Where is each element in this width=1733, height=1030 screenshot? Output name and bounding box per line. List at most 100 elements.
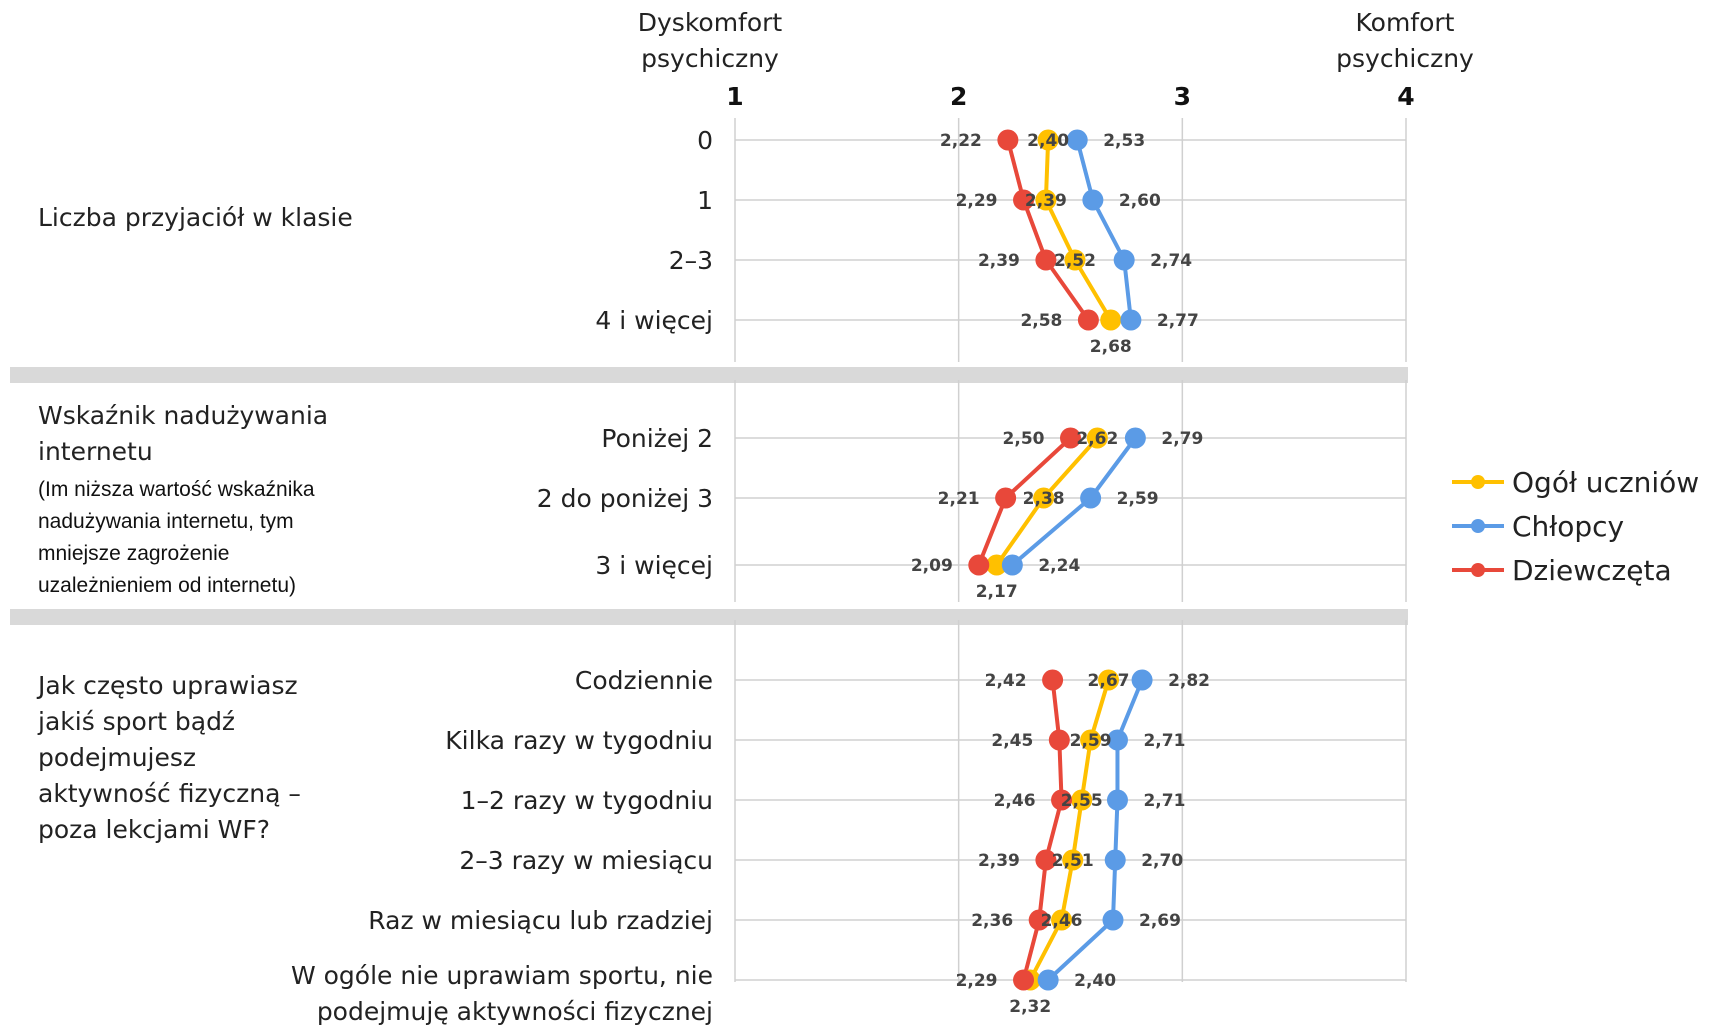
data-label: 2,52 xyxy=(1054,251,1096,271)
category-label: 1–2 razy w tygodniu xyxy=(460,786,713,815)
data-point xyxy=(1080,487,1102,509)
data-label: 2,09 xyxy=(911,556,953,576)
data-point xyxy=(1035,249,1057,271)
data-point xyxy=(995,487,1017,509)
group-label-internet: Wskaźnik nadużywania internetu xyxy=(38,401,329,466)
data-point xyxy=(1013,189,1035,211)
group-note-internet: (Im niższa wartość wskaźnika nadużywania… xyxy=(38,478,315,597)
data-point xyxy=(1080,729,1102,751)
category-label: Codziennie xyxy=(574,666,713,695)
x-tick-3: 3 xyxy=(1173,82,1192,111)
data-label: 2,60 xyxy=(1119,191,1161,211)
legend-label: Chłopcy xyxy=(1512,509,1625,543)
data-label: 2,46 xyxy=(994,791,1036,811)
data-point xyxy=(1124,427,1146,449)
data-label: 2,74 xyxy=(1150,251,1192,271)
data-label: 2,29 xyxy=(956,971,998,991)
data-label: 2,82 xyxy=(1168,671,1210,691)
category-label: 2–3 xyxy=(668,246,713,275)
data-label: 2,38 xyxy=(1023,489,1065,509)
group-separator xyxy=(10,367,1408,383)
legend-item: Chłopcy xyxy=(1450,504,1699,548)
legend: Ogół uczniów Chłopcy Dziewczęta xyxy=(1450,460,1699,592)
category-label: 2 do poniżej 3 xyxy=(536,484,713,513)
data-point xyxy=(1100,309,1122,331)
legend-item: Ogół uczniów xyxy=(1450,460,1699,504)
data-label: 2,51 xyxy=(1052,851,1094,871)
category-label: W ogóle nie uprawiam sportu, nie podejmu… xyxy=(290,961,713,1026)
data-label: 2,22 xyxy=(940,131,982,151)
data-label: 2,77 xyxy=(1157,311,1199,331)
data-label: 2,17 xyxy=(976,582,1018,602)
data-point xyxy=(997,129,1019,151)
data-point xyxy=(1086,427,1108,449)
data-point xyxy=(1048,729,1070,751)
data-point xyxy=(1033,487,1055,509)
data-label: 2,58 xyxy=(1020,311,1062,331)
data-label: 2,42 xyxy=(985,671,1027,691)
data-label: 2,68 xyxy=(1090,337,1132,357)
data-label: 2,40 xyxy=(1027,131,1069,151)
series-line xyxy=(1046,679,1144,982)
data-label: 2,59 xyxy=(1070,731,1112,751)
data-label: 2,79 xyxy=(1161,429,1203,449)
data-label: 2,21 xyxy=(938,489,980,509)
data-point xyxy=(1060,427,1081,449)
data-point xyxy=(1120,309,1142,331)
data-point xyxy=(1102,909,1124,931)
header-left: Dyskomfort psychiczny xyxy=(637,8,783,73)
series-line xyxy=(1005,139,1091,322)
data-label: 2,45 xyxy=(991,731,1033,751)
data-point xyxy=(1082,189,1104,211)
data-point xyxy=(1051,789,1073,811)
legend-marker-icon xyxy=(1452,475,1504,489)
group-separator xyxy=(10,609,1408,625)
data-label: 2,67 xyxy=(1088,671,1130,691)
data-point xyxy=(1077,309,1099,331)
data-point xyxy=(1028,909,1050,931)
data-point xyxy=(1071,789,1093,811)
data-label: 2,59 xyxy=(1117,489,1159,509)
data-point xyxy=(1131,669,1153,691)
category-label: 0 xyxy=(697,126,713,155)
data-point xyxy=(1037,969,1059,991)
data-point xyxy=(1001,554,1023,576)
data-point xyxy=(968,554,990,576)
data-label: 2,71 xyxy=(1143,731,1185,751)
category-label: Raz w miesiącu lub rzadziej xyxy=(368,906,713,935)
category-label: 4 i więcej xyxy=(595,306,713,335)
data-point xyxy=(1035,189,1057,211)
data-label: 2,62 xyxy=(1076,429,1118,449)
data-label: 2,36 xyxy=(971,911,1013,931)
category-label: Kilka razy w tygodniu xyxy=(445,726,713,755)
data-point xyxy=(1062,849,1084,871)
group-label-friends: Liczba przyjaciół w klasie xyxy=(38,203,353,232)
data-label: 2,39 xyxy=(1025,191,1067,211)
series-line xyxy=(1043,139,1113,322)
legend-item: Dziewczęta xyxy=(1450,548,1699,592)
data-label: 2,39 xyxy=(978,251,1020,271)
series-line xyxy=(1075,139,1133,321)
legend-marker-icon xyxy=(1452,563,1504,577)
data-label: 2,69 xyxy=(1139,911,1181,931)
data-label: 2,29 xyxy=(956,191,998,211)
legend-label: Ogół uczniów xyxy=(1512,465,1700,499)
category-label: Poniżej 2 xyxy=(601,424,713,453)
category-label: 1 xyxy=(697,186,713,215)
data-point xyxy=(1104,849,1126,871)
data-point xyxy=(1042,669,1064,691)
data-label: 2,46 xyxy=(1041,911,1083,931)
data-point xyxy=(1051,909,1073,931)
group-label-sport: Jak często uprawiasz jakiś sport bądź po… xyxy=(38,671,301,844)
data-label: 2,32 xyxy=(1009,997,1051,1017)
data-label: 2,70 xyxy=(1141,851,1183,871)
data-point xyxy=(1106,789,1128,811)
legend-label: Dziewczęta xyxy=(1512,553,1672,587)
data-point xyxy=(1013,969,1035,991)
data-label: 2,53 xyxy=(1103,131,1145,151)
x-tick-2: 2 xyxy=(949,82,968,111)
data-label: 2,71 xyxy=(1143,791,1185,811)
data-label: 2,40 xyxy=(1074,971,1116,991)
x-tick-1: 1 xyxy=(726,82,744,111)
